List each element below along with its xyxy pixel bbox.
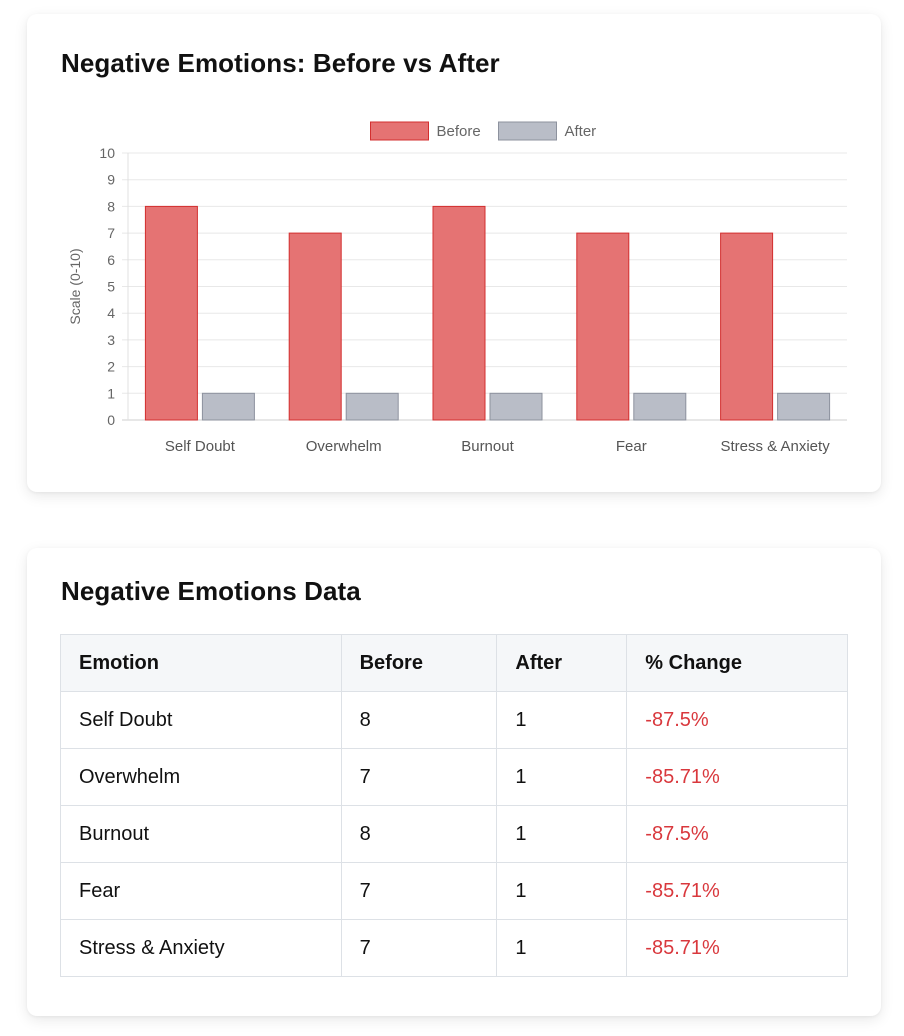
y-tick-label: 4	[107, 305, 115, 321]
y-tick-label: 7	[107, 225, 115, 241]
cell-before: 8	[340, 805, 498, 863]
cell-change: -87.5%	[626, 805, 848, 863]
y-tick-label: 9	[107, 172, 115, 188]
header-emotion: Emotion	[60, 634, 342, 692]
header-change: % Change	[626, 634, 848, 692]
cell-change: -85.71%	[626, 748, 848, 806]
y-axis-title: Scale (0-10)	[67, 248, 83, 324]
table-row: Overwhelm 7 1 -85.71%	[60, 748, 848, 806]
bar-before-self-doubt	[144, 205, 198, 421]
chart-title: Negative Emotions: Before vs After	[61, 48, 500, 78]
cell-before: 7	[340, 748, 498, 806]
y-tick-label: 2	[107, 359, 115, 375]
cell-emotion: Fear	[60, 862, 342, 920]
bar-after-overwhelm	[345, 392, 399, 421]
cell-after: 1	[496, 805, 628, 863]
x-tick-label: Stress & Anxiety	[720, 438, 830, 455]
cell-before: 7	[340, 919, 498, 977]
y-tick-label: 5	[107, 279, 115, 295]
cell-change: -87.5%	[626, 691, 848, 749]
bar-before-fear	[576, 232, 630, 421]
x-tick-label: Self Doubt	[165, 438, 236, 455]
bar-before-burnout	[432, 205, 486, 421]
bar-after-burnout	[489, 392, 543, 421]
table-row: Burnout 8 1 -87.5%	[60, 805, 848, 863]
cell-after: 1	[496, 691, 628, 749]
legend-swatch-after	[498, 121, 557, 141]
cell-change: -85.71%	[626, 862, 848, 920]
header-before: Before	[340, 634, 498, 692]
emotions-data-table: Emotion Before After % Change Self Doubt…	[60, 634, 848, 977]
header-after: After	[496, 634, 628, 692]
legend-label-after: After	[565, 123, 597, 140]
legend-swatch-before	[370, 121, 429, 141]
y-tick-label: 0	[107, 412, 115, 428]
bar-before-overwhelm	[288, 232, 342, 421]
bar-after-self-doubt	[201, 392, 255, 421]
cell-before: 8	[340, 691, 498, 749]
y-tick-label: 3	[107, 332, 115, 348]
cell-emotion: Burnout	[60, 805, 342, 863]
table-row: Stress & Anxiety 7 1 -85.71%	[60, 919, 848, 977]
cell-after: 1	[496, 862, 628, 920]
chart-card: Negative Emotions: Before vs After 0 1 2 3 4…	[27, 14, 881, 492]
x-tick-label: Burnout	[461, 438, 514, 455]
cell-emotion: Self Doubt	[60, 691, 342, 749]
legend-label-before: Before	[437, 123, 481, 140]
table-card: Negative Emotions Data Emotion Before Af…	[27, 548, 881, 1016]
bar-after-stress-anxiety	[777, 392, 831, 421]
y-tick-label: 6	[107, 252, 115, 268]
bar-before-stress-anxiety	[720, 232, 774, 421]
table-row: Self Doubt 8 1 -87.5%	[60, 691, 848, 749]
cell-change: -85.71%	[626, 919, 848, 977]
y-tick-label: 1	[107, 385, 115, 401]
y-tick-label: 10	[99, 145, 115, 161]
table-title: Negative Emotions Data	[61, 576, 361, 606]
table-row: Fear 7 1 -85.71%	[60, 862, 848, 920]
bar-chart: 0 1 2 3 4 5 6 7 8 9 10 Scale (0-10) Self Doubt Overwh…	[67, 121, 847, 455]
cell-after: 1	[496, 748, 628, 806]
cell-after: 1	[496, 919, 628, 977]
table-header-row: Emotion Before After % Change	[60, 634, 848, 692]
cell-emotion: Overwhelm	[60, 748, 342, 806]
cell-before: 7	[340, 862, 498, 920]
y-tick-label: 8	[107, 198, 115, 214]
bar-after-fear	[633, 392, 687, 421]
x-tick-label: Overwhelm	[306, 438, 382, 455]
cell-emotion: Stress & Anxiety	[60, 919, 342, 977]
x-tick-label: Fear	[616, 438, 647, 455]
